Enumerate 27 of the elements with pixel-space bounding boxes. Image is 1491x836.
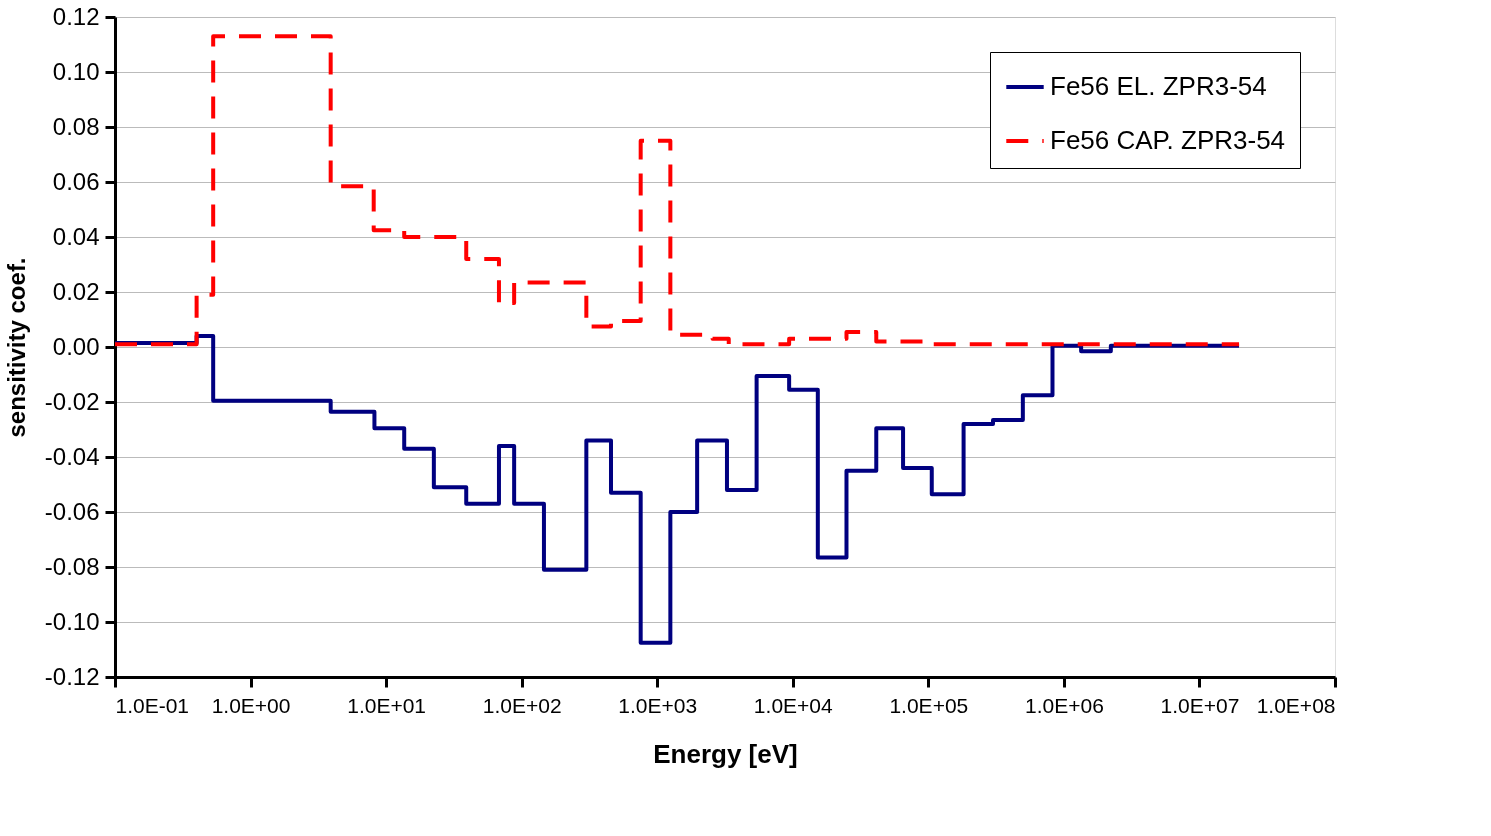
x-tick-label: 1.0E+06 [1024,693,1104,717]
y-tick-label: -0.04 [44,442,100,470]
y-tick-label: -0.08 [44,552,100,580]
y-tick-label: -0.10 [44,607,100,635]
x-axis-title: Energy [eV] [653,738,798,769]
y-tick-label: 0.04 [52,222,100,250]
y-tick-label: 0.08 [52,112,100,140]
y-tick-label: 0.12 [52,2,100,30]
legend-label: Fe56 EL. ZPR3-54 [1050,71,1267,101]
y-tick-label: 0.06 [52,167,100,195]
x-tick-label: 1.0E+00 [211,693,291,717]
x-tick-label: 1.0E+05 [889,693,969,717]
x-tick-label: 1.0E+04 [753,693,834,717]
y-axis-title: sensitivity coef. [2,257,30,438]
y-tick-label: 0.02 [52,277,100,305]
legend-label: Fe56 CAP. ZPR3-54 [1050,125,1286,155]
x-tick-label: 1.0E+03 [618,693,698,717]
x-tick-label: 1.0E+02 [482,693,562,717]
y-tick-label: -0.06 [44,497,100,525]
x-tick-label: 1.0E+07 [1160,693,1240,717]
y-tick-label: 0.00 [52,332,100,360]
y-tick-label: -0.12 [44,662,100,690]
x-tick-label: 1.0E+08 [1256,693,1336,717]
x-tick-label: 1.0E-01 [115,693,190,717]
y-tick-label: 0.10 [52,57,100,85]
y-tick-label: -0.02 [44,387,100,415]
x-tick-label: 1.0E+01 [347,693,427,717]
